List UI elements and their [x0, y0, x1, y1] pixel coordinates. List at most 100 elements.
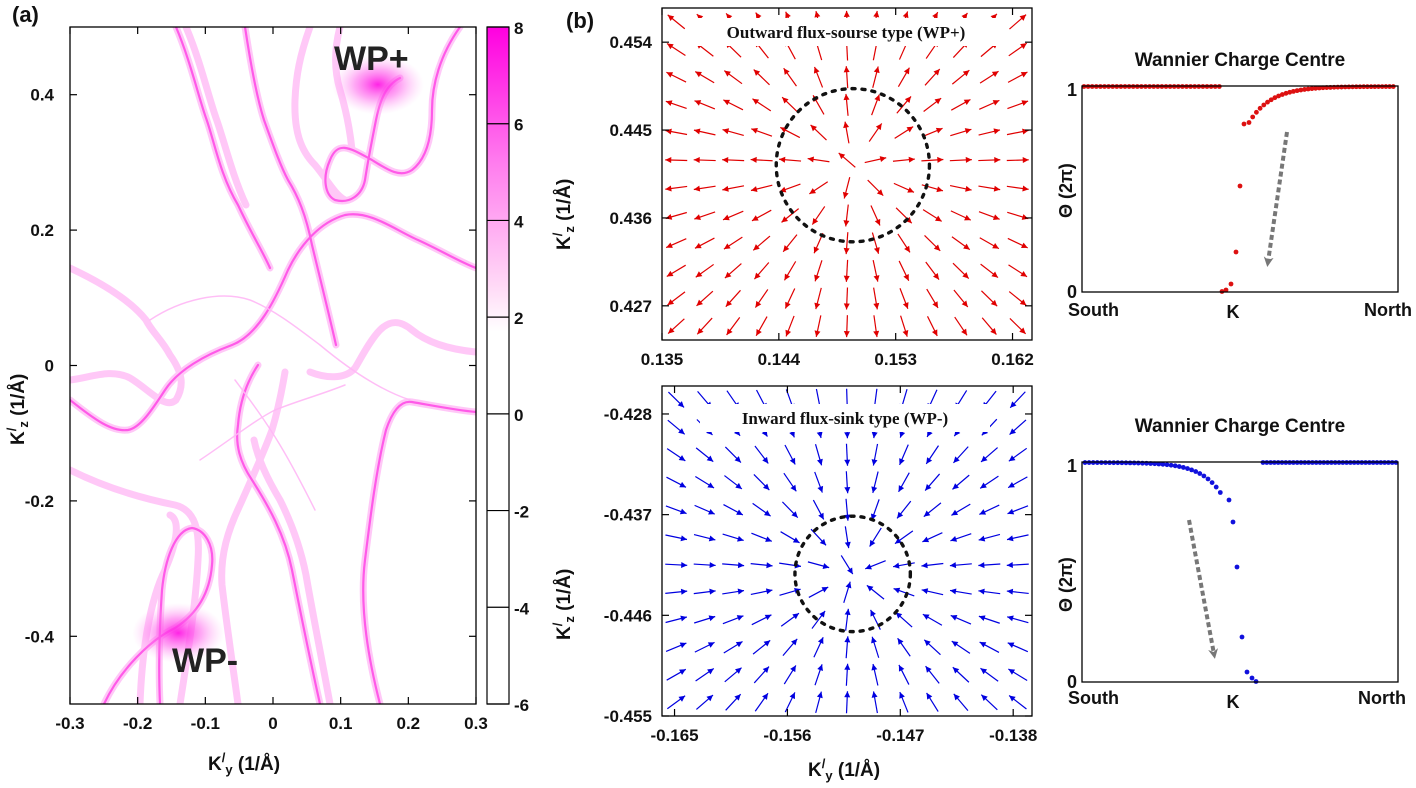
wcc-top-xtick-k: K [1227, 302, 1240, 322]
flux-arrow [813, 637, 824, 658]
fermi-arc-curves [70, 27, 476, 704]
wcc-point [1234, 564, 1240, 570]
flux-arrow [781, 96, 799, 113]
flux-arrow [785, 315, 795, 337]
flux-arrow [694, 641, 715, 653]
flux-arrow [814, 260, 823, 282]
wcc-point [1265, 99, 1270, 105]
flux-arrow [871, 94, 881, 116]
flux-arrow [1006, 562, 1029, 569]
colorbar-tick-label: 4 [514, 212, 524, 231]
wcc-point [1268, 97, 1274, 103]
flux-arrow [784, 692, 796, 713]
flux-arrow [949, 562, 972, 569]
flux-arrow [815, 691, 823, 714]
flux-arrow [694, 504, 716, 515]
flux-arrow [1007, 615, 1029, 624]
wcc-top-ytick-0: 0 [1067, 282, 1077, 302]
flux-arrow [696, 290, 714, 307]
flux-arrow [1009, 318, 1027, 335]
flux-arrow [868, 123, 883, 142]
flux-arrow [871, 691, 878, 714]
quiver-bottom-title-bg [700, 404, 990, 432]
flux-arrow [722, 156, 745, 163]
flux-arrow [1006, 588, 1029, 595]
flux-arrow [872, 259, 880, 282]
flux-arrow [722, 562, 745, 569]
quiver-top-frame [661, 7, 1033, 341]
flux-arrow [667, 14, 686, 30]
flux-arrow [898, 260, 910, 281]
flux-arrow [923, 502, 942, 518]
wcc-point [1164, 462, 1170, 468]
heatmap-y-tick-label: 0.2 [30, 221, 54, 240]
flux-arrow [754, 445, 769, 464]
flux-arrow [754, 692, 769, 712]
colorbar-tick-label: -6 [514, 696, 529, 715]
flux-arrow [781, 501, 799, 519]
wcc-point [1111, 460, 1117, 466]
flux-arrow [1009, 391, 1026, 409]
flux-arrow [1008, 668, 1028, 681]
flux-arrow [926, 692, 939, 712]
flux-arrow [752, 235, 771, 251]
flux-arrow [840, 555, 854, 575]
wp-plus-label: WP+ [334, 40, 409, 78]
wcc-point [1172, 463, 1178, 469]
flux-arrow [843, 287, 850, 310]
wcc-point [1131, 460, 1137, 466]
flux-arrow [813, 66, 824, 88]
wcc-bottom-ytick-0: 0 [1067, 672, 1077, 692]
flux-arrow [667, 291, 686, 306]
flux-arrow [921, 562, 944, 569]
flux-arrow [666, 264, 686, 277]
flux-arrow [866, 584, 885, 600]
flux-arrow [694, 615, 716, 624]
quiver-top-ticks: 0.135 0.144 0.153 0.162 0.454 0.445 0.436 0.427 [609, 8, 1034, 369]
flux-arrow [1009, 419, 1027, 436]
quiver-y-tick-label: -0.437 [604, 506, 652, 525]
flux-arrow [896, 96, 912, 114]
flux-arrow [780, 126, 801, 139]
colorbar-tick-label: 2 [514, 309, 523, 328]
flux-arrow [814, 287, 822, 310]
flux-arrow [1007, 237, 1028, 249]
flux-arrow [693, 156, 716, 163]
quiver-bottom-y-axis-label: K/z (1/Å) [550, 569, 577, 640]
flux-arrow [899, 288, 909, 309]
heatmap-y-tick-label: -0.2 [25, 492, 54, 511]
wcc-point [1239, 634, 1245, 640]
wcc-bottom-xtick-north: North [1358, 688, 1406, 708]
flux-arrow [810, 124, 827, 141]
flux-arrow [809, 181, 829, 195]
quiver-y-tick-label: -0.446 [604, 606, 652, 625]
flux-arrow [723, 640, 743, 654]
flux-arrow [755, 316, 768, 337]
flux-arrow [895, 611, 913, 628]
flux-arrow [751, 127, 773, 137]
flux-arrow [722, 533, 744, 542]
quiver-plot-wp-plus [665, 10, 1029, 338]
quiver-plot-wp-minus [665, 388, 1029, 714]
flux-arrow [814, 664, 823, 686]
flux-arrow [723, 504, 744, 516]
flux-arrow [979, 237, 1000, 250]
colorbar-ticks: 8 6 4 2 0 -2 -4 -6 [487, 19, 530, 715]
flux-arrow [843, 121, 850, 144]
flux-arrow [844, 691, 851, 714]
flux-arrow [722, 588, 745, 595]
flux-arrow [897, 233, 911, 253]
flux-arrow [722, 210, 744, 221]
flux-arrow [843, 93, 850, 116]
flux-arrow [953, 446, 969, 464]
weyl-point-circle [774, 86, 932, 244]
quiver-y-tick-label: 0.445 [609, 121, 652, 140]
flux-arrow [751, 209, 772, 222]
flux-arrow [666, 695, 686, 710]
flux-arrow [696, 317, 713, 335]
wcc-point [1209, 480, 1215, 486]
flux-arrow [894, 126, 914, 139]
flux-arrow [980, 263, 999, 279]
flux-arrow [695, 694, 714, 710]
